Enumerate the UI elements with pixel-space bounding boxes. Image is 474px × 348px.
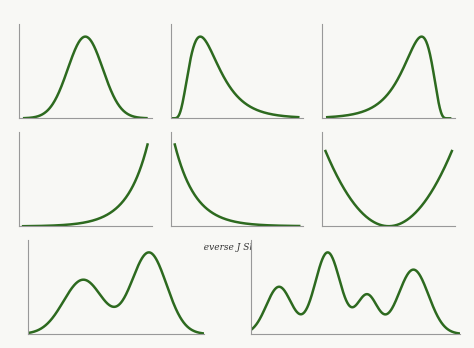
Text: Reverse J Shaped: Reverse J Shaped (197, 243, 277, 252)
Text: J Shaped: J Shaped (65, 243, 106, 252)
Text: U shaped: U shaped (367, 243, 410, 252)
Text: Symmetrical or bell-shaped: Symmetrical or bell-shaped (23, 135, 148, 144)
Text: Skewed to the right
(positive skewness): Skewed to the right (positive skewness) (192, 135, 282, 155)
Text: Skewed to the left
(negative skewness): Skewed to the left (negative skewness) (342, 135, 435, 155)
